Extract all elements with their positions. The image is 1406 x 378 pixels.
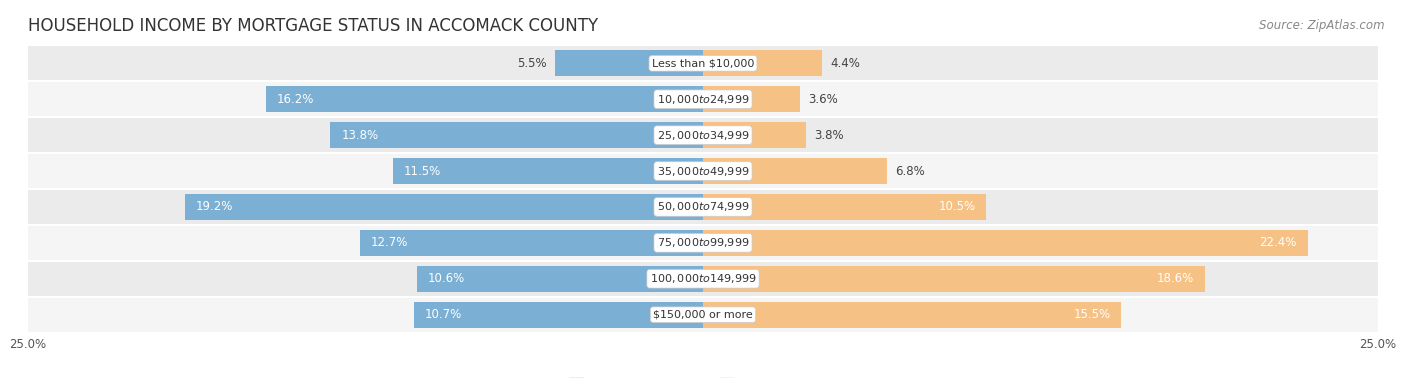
Bar: [28, 81, 1378, 117]
Text: 10.7%: 10.7%: [425, 308, 463, 321]
Bar: [554, 50, 703, 76]
Text: 12.7%: 12.7%: [371, 236, 408, 249]
Text: $10,000 to $24,999: $10,000 to $24,999: [657, 93, 749, 106]
Bar: [266, 86, 703, 112]
Text: 18.6%: 18.6%: [1157, 272, 1194, 285]
Text: 3.6%: 3.6%: [808, 93, 838, 106]
Bar: [703, 158, 887, 184]
Text: $150,000 or more: $150,000 or more: [654, 310, 752, 320]
Text: 16.2%: 16.2%: [277, 93, 314, 106]
Text: $50,000 to $74,999: $50,000 to $74,999: [657, 200, 749, 214]
Bar: [703, 86, 800, 112]
Text: 5.5%: 5.5%: [517, 57, 547, 70]
Bar: [392, 158, 703, 184]
Text: 3.8%: 3.8%: [814, 129, 844, 142]
Text: 11.5%: 11.5%: [404, 164, 440, 178]
Text: 10.5%: 10.5%: [939, 200, 976, 214]
Legend: Without Mortgage, With Mortgage: Without Mortgage, With Mortgage: [564, 373, 842, 378]
Bar: [28, 45, 1378, 81]
Text: $75,000 to $99,999: $75,000 to $99,999: [657, 236, 749, 249]
Bar: [28, 153, 1378, 189]
Bar: [703, 122, 806, 148]
Text: $35,000 to $49,999: $35,000 to $49,999: [657, 164, 749, 178]
Bar: [703, 230, 1308, 256]
Text: $100,000 to $149,999: $100,000 to $149,999: [650, 272, 756, 285]
Bar: [28, 189, 1378, 225]
Text: Less than $10,000: Less than $10,000: [652, 58, 754, 68]
Bar: [416, 266, 703, 292]
Bar: [28, 297, 1378, 333]
Text: 22.4%: 22.4%: [1260, 236, 1296, 249]
Bar: [360, 230, 703, 256]
Text: Source: ZipAtlas.com: Source: ZipAtlas.com: [1260, 19, 1385, 32]
Bar: [415, 302, 703, 328]
Text: 13.8%: 13.8%: [342, 129, 378, 142]
Text: 15.5%: 15.5%: [1074, 308, 1111, 321]
Text: 19.2%: 19.2%: [195, 200, 233, 214]
Text: $25,000 to $34,999: $25,000 to $34,999: [657, 129, 749, 142]
Text: 10.6%: 10.6%: [427, 272, 465, 285]
Bar: [330, 122, 703, 148]
Bar: [703, 302, 1122, 328]
Bar: [703, 194, 987, 220]
Text: 6.8%: 6.8%: [894, 164, 924, 178]
Bar: [703, 50, 821, 76]
Bar: [28, 225, 1378, 261]
Bar: [184, 194, 703, 220]
Bar: [703, 266, 1205, 292]
Bar: [28, 117, 1378, 153]
Text: 4.4%: 4.4%: [830, 57, 859, 70]
Bar: [28, 261, 1378, 297]
Text: HOUSEHOLD INCOME BY MORTGAGE STATUS IN ACCOMACK COUNTY: HOUSEHOLD INCOME BY MORTGAGE STATUS IN A…: [28, 17, 598, 36]
